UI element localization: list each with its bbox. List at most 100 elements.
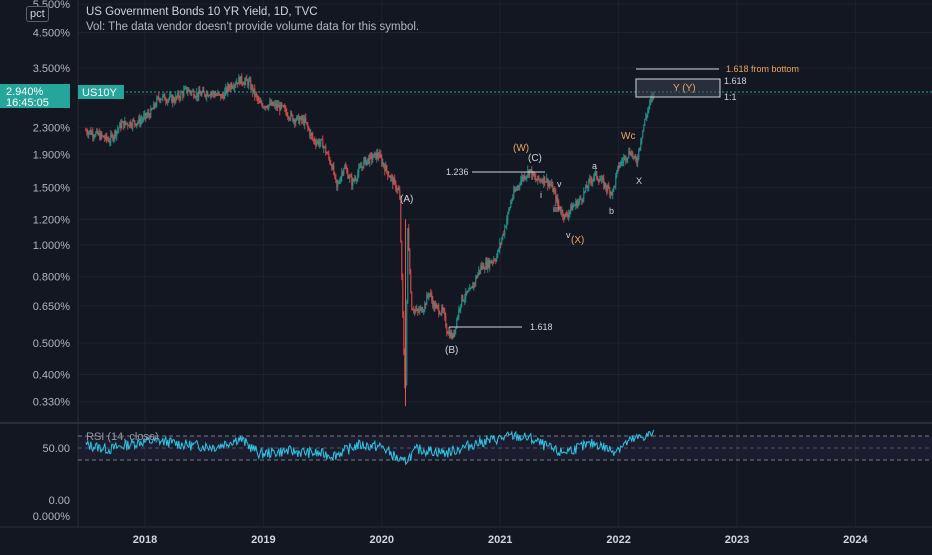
candle-body bbox=[90, 130, 92, 135]
candle-body bbox=[641, 137, 643, 143]
candle-body bbox=[510, 202, 512, 208]
candle-body bbox=[339, 181, 341, 183]
candle-body bbox=[258, 99, 260, 101]
candle-body bbox=[232, 87, 234, 89]
candle-body bbox=[610, 192, 612, 195]
candle-body bbox=[359, 166, 361, 168]
candle-body bbox=[306, 122, 308, 124]
candle-body bbox=[206, 92, 208, 97]
candle-body bbox=[195, 97, 197, 98]
candle-body bbox=[538, 175, 540, 180]
candle-body bbox=[85, 130, 87, 132]
candle-body bbox=[236, 82, 238, 85]
candle-body bbox=[649, 100, 651, 107]
candle-body bbox=[395, 181, 397, 190]
vertical-gridlines bbox=[144, 0, 856, 527]
candle-body bbox=[440, 313, 442, 315]
candle-body bbox=[209, 95, 211, 97]
candle-body bbox=[374, 152, 376, 154]
candle-body bbox=[155, 105, 157, 107]
candle-body bbox=[378, 155, 380, 158]
candle-body bbox=[219, 93, 221, 95]
candle-body bbox=[537, 175, 539, 181]
candle-body bbox=[514, 189, 516, 192]
candle-body bbox=[434, 303, 436, 309]
candle-body bbox=[522, 176, 524, 180]
candle-body bbox=[260, 102, 262, 104]
candle-body bbox=[584, 190, 586, 192]
annot-b-lower: b bbox=[609, 206, 614, 216]
candle-body bbox=[457, 316, 459, 320]
candle-body bbox=[423, 309, 425, 312]
candlestick-series bbox=[85, 73, 655, 407]
candle-body bbox=[115, 131, 117, 136]
annot-i: i bbox=[540, 190, 542, 200]
candle-body bbox=[98, 132, 100, 135]
candle-body bbox=[441, 307, 443, 314]
candle-body bbox=[141, 119, 143, 121]
candle-body bbox=[143, 115, 145, 120]
candle-body bbox=[520, 180, 522, 186]
candle-body bbox=[300, 116, 302, 120]
candle-body bbox=[516, 188, 518, 190]
candle-body bbox=[449, 331, 451, 338]
candle-body bbox=[176, 96, 178, 98]
candle-body bbox=[605, 183, 607, 189]
candle-body bbox=[648, 106, 650, 111]
candle-body bbox=[566, 214, 568, 216]
candle-body bbox=[358, 167, 360, 174]
candle-body bbox=[560, 210, 562, 213]
candle-body bbox=[318, 140, 320, 146]
candle-body bbox=[612, 189, 614, 195]
candle-body bbox=[220, 93, 222, 99]
candle-body bbox=[579, 197, 581, 201]
annot-v-top: v bbox=[557, 179, 562, 189]
candle-body bbox=[282, 105, 284, 107]
candle-body bbox=[540, 179, 542, 182]
candle-body bbox=[573, 205, 575, 207]
candle-body bbox=[636, 160, 638, 163]
scale-badge[interactable]: pct bbox=[26, 6, 49, 22]
price-axis[interactable]: 5.500% 4.500% 3.500% 2.300% 1.900% 1.500% 1.20… bbox=[33, 0, 71, 409]
candle-body bbox=[613, 186, 615, 190]
target-zone-box[interactable] bbox=[635, 78, 721, 98]
annot-y-y: Y (Y) bbox=[673, 83, 696, 94]
candle-body bbox=[598, 180, 600, 183]
candle-body bbox=[184, 88, 186, 90]
candle-body bbox=[274, 103, 276, 105]
candle-body bbox=[563, 216, 565, 219]
time-axis[interactable]: 2018 2019 2020 2021 2022 2023 2024 bbox=[133, 534, 869, 546]
candle-body bbox=[431, 294, 433, 300]
candle-body bbox=[335, 174, 337, 180]
candle-body bbox=[157, 96, 159, 99]
candle-body bbox=[507, 212, 509, 220]
candle-body bbox=[647, 110, 649, 116]
rsi-axis[interactable]: 50.00 0.00 0.000% bbox=[33, 443, 71, 523]
candle-body bbox=[262, 104, 264, 108]
candle-body bbox=[283, 105, 285, 108]
candle-body bbox=[239, 77, 241, 84]
candle-body bbox=[531, 169, 533, 177]
candle-body bbox=[223, 95, 225, 99]
candle-body bbox=[138, 117, 140, 123]
candle-body bbox=[181, 92, 183, 94]
candle-body bbox=[210, 93, 212, 96]
candle-body bbox=[443, 310, 445, 312]
candle-body bbox=[574, 205, 576, 206]
candle-body bbox=[629, 150, 631, 154]
candle-body bbox=[383, 162, 385, 167]
annot-b-cap: (B) bbox=[445, 345, 458, 356]
candle-body bbox=[517, 185, 519, 189]
candle-body bbox=[201, 92, 203, 96]
candle-body bbox=[437, 305, 439, 307]
candle-body bbox=[491, 261, 493, 263]
price-tick-label: 1.500% bbox=[33, 183, 71, 195]
candle-body bbox=[340, 176, 342, 182]
candle-body bbox=[379, 153, 381, 158]
candle-body bbox=[578, 200, 580, 203]
candle-body bbox=[561, 210, 563, 213]
candle-body bbox=[463, 300, 465, 302]
candle-body bbox=[171, 95, 173, 103]
